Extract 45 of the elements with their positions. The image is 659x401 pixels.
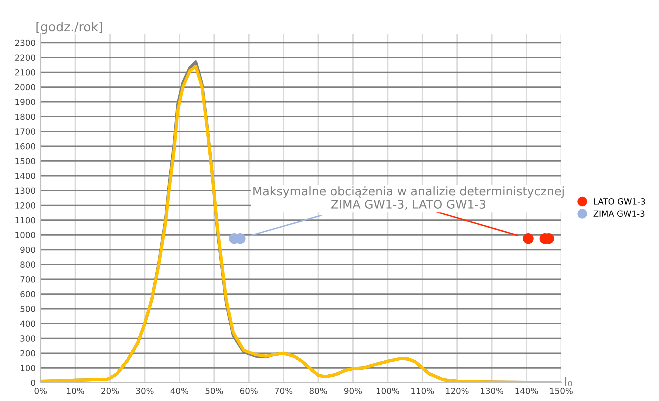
y-tick-label: 1300 — [16, 188, 36, 194]
y-tick-label: 500 — [20, 306, 36, 312]
x-tick-label: 60% — [240, 388, 258, 394]
y-tick-label: 800 — [20, 262, 36, 268]
annotation: Maksymalne obciążenia w analizie deterministycznej ZIMA GW1-3, LATO GW1-3 — [254, 186, 564, 210]
y-tick-label: 2300 — [15, 40, 36, 46]
x-tick-label: 0% — [34, 388, 48, 394]
x-tick-label: 50% — [206, 388, 224, 394]
y-tick-label: 1600 — [16, 143, 36, 150]
y-tick-label: 100 — [21, 365, 36, 372]
y-tick-label: 600 — [20, 291, 36, 298]
y-tick-label: 1800 — [16, 114, 36, 120]
y-tick-label: 2100 — [15, 70, 36, 76]
y-tick-label: 1000 — [16, 232, 36, 238]
legend-label: ZIMA GW1-3 — [594, 210, 645, 218]
y-tick-label: 1100 — [16, 217, 36, 224]
x-axis-title: I₀ — [565, 377, 572, 387]
y-tick-label: 300 — [20, 336, 36, 342]
x-tick-label: 70% — [275, 388, 293, 394]
x-tick-label: 130% — [481, 388, 504, 394]
y-tick-label: 700 — [20, 276, 36, 283]
x-tick-label: 100% — [376, 388, 400, 394]
x-tick-label: 140% — [516, 388, 538, 394]
x-tick-label: 110% — [412, 388, 434, 394]
y-tick-label: 2000 — [15, 84, 36, 91]
x-tick-label: 40% — [170, 388, 188, 394]
x-tick-label: 80% — [310, 388, 328, 394]
y-tick-label: 900 — [20, 246, 36, 254]
legend-label: LATO GW1-3 — [594, 198, 646, 205]
x-tick-label: 30% — [136, 388, 154, 394]
y-tick-label: 400 — [20, 320, 36, 328]
x-tick-label: 20% — [102, 388, 120, 394]
x-tick-label: 150% — [550, 388, 573, 394]
x-tick-label: 90% — [344, 388, 362, 394]
x-tick-label: 10% — [67, 388, 84, 394]
y-tick-label: 1700 — [16, 128, 36, 135]
y-tick-label: 1400 — [16, 172, 36, 180]
y-tick-label: 0 — [31, 380, 36, 386]
y-tick-label: 1200 — [16, 202, 36, 209]
y-axis-title: [godz./rok] — [36, 22, 102, 34]
x-tick-label: 120% — [446, 388, 469, 394]
y-tick-label: 1500 — [16, 158, 36, 164]
y-tick-label: 200 — [20, 350, 36, 357]
y-tick-label: 2200 — [15, 54, 36, 62]
y-tick-label: 1900 — [16, 99, 36, 106]
